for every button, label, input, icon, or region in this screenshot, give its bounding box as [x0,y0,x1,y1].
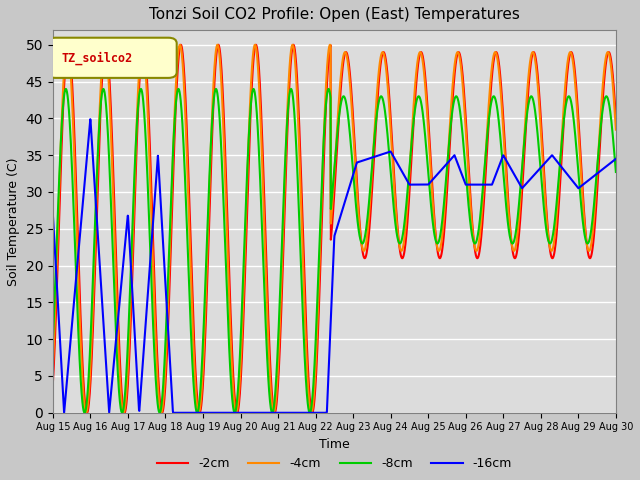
-8cm [493,103,500,108]
-2cm [596,139,604,145]
Title: Tonzi Soil CO2 Profile: Open (East) Temperatures: Tonzi Soil CO2 Profile: Open (East) Temp… [149,7,520,22]
-2cm [612,115,620,120]
-16cm [596,168,604,174]
Legend: -2cm, -4cm, -8cm, -16cm: -2cm, -4cm, -8cm, -16cm [152,453,517,475]
-8cm [62,86,70,92]
Line: -8cm: -8cm [53,89,616,413]
-16cm [308,410,316,416]
-8cm [78,393,86,399]
-16cm [596,168,604,174]
-8cm [268,410,276,416]
-2cm [140,42,147,48]
-8cm [323,90,331,96]
-2cm [596,144,604,150]
-8cm [596,130,604,135]
Text: TZ_soilco2: TZ_soilco2 [61,51,132,65]
Line: -2cm: -2cm [53,45,616,413]
-16cm [323,402,331,408]
Line: -4cm: -4cm [53,45,616,413]
-16cm [86,116,94,122]
-4cm [612,127,620,132]
-4cm [49,364,57,370]
-16cm [169,410,177,416]
-4cm [83,410,90,416]
-2cm [493,50,500,56]
-4cm [289,42,296,48]
FancyBboxPatch shape [47,38,177,78]
-16cm [612,156,620,162]
Y-axis label: Soil Temperature (C): Soil Temperature (C) [7,157,20,286]
-8cm [596,133,604,139]
-16cm [493,169,500,175]
X-axis label: Time: Time [319,438,349,451]
-2cm [49,381,57,386]
-8cm [308,396,316,402]
-16cm [77,214,85,220]
-16cm [49,211,57,217]
-2cm [196,410,204,416]
-8cm [49,339,57,345]
-4cm [77,360,85,366]
Line: -16cm: -16cm [53,119,616,413]
-2cm [77,340,85,346]
-4cm [323,63,331,69]
-4cm [493,52,500,58]
-4cm [308,408,316,413]
-2cm [308,410,316,416]
-4cm [596,126,604,132]
-8cm [612,169,620,175]
-2cm [323,77,331,83]
-4cm [596,121,604,127]
